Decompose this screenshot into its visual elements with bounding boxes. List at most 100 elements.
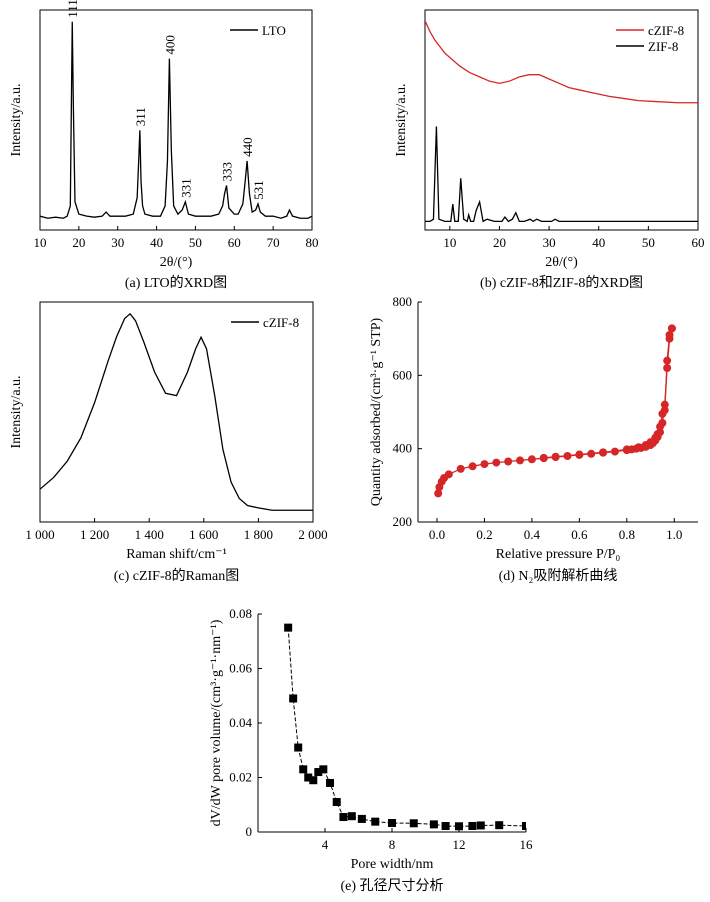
x-axis-label: 2θ/(°) xyxy=(160,255,193,270)
data-point xyxy=(441,822,450,831)
data-point xyxy=(326,778,335,787)
x-axis-label: Relative pressure P/P₀ xyxy=(496,547,621,562)
x-tick-label: 16 xyxy=(520,837,534,852)
data-point xyxy=(504,457,513,466)
data-point xyxy=(409,819,418,828)
y-axis-label: Intensity/a.u. xyxy=(9,375,24,448)
data-point xyxy=(495,821,504,830)
x-tick-label: 50 xyxy=(189,235,202,250)
series-s0 xyxy=(434,324,676,498)
x-tick-label: 30 xyxy=(111,235,124,250)
y-axis-label: dV/dW pore volume/(cm³·g⁻¹·nm⁻¹) xyxy=(209,619,224,826)
legend-label: ZIF-8 xyxy=(648,39,678,54)
series-line xyxy=(425,126,698,223)
series-LTO xyxy=(40,21,312,219)
data-point xyxy=(539,453,548,462)
series-line xyxy=(40,21,312,219)
series-line xyxy=(40,312,313,511)
panel-caption: (c) cZIF-8的Raman图 xyxy=(114,568,240,584)
plot-frame xyxy=(39,301,314,523)
peak-label: 311 xyxy=(133,107,148,126)
plot-frame xyxy=(424,9,699,231)
data-point xyxy=(294,743,303,752)
y-tick-label: 600 xyxy=(393,367,413,382)
y-tick-label: 0.06 xyxy=(229,661,252,676)
x-tick-label: 50 xyxy=(642,235,655,250)
series-s1 xyxy=(539,324,676,462)
series-s0 xyxy=(284,623,526,831)
x-tick-label: 60 xyxy=(228,235,241,250)
peak-label: 531 xyxy=(251,180,266,200)
data-point xyxy=(332,798,341,807)
y-tick-label: 0.08 xyxy=(229,606,252,621)
data-point xyxy=(339,813,348,822)
series-line xyxy=(425,20,698,104)
data-point xyxy=(309,776,318,785)
series-cZIF-8 xyxy=(40,312,313,511)
peak-label: 333 xyxy=(220,162,235,182)
peak-label: 440 xyxy=(240,137,255,157)
legend-label: LTO xyxy=(262,23,286,38)
x-tick-label: 0.6 xyxy=(571,527,588,542)
data-point xyxy=(667,324,676,333)
data-point xyxy=(622,445,631,454)
y-tick-label: 400 xyxy=(393,441,413,456)
data-point xyxy=(551,452,560,461)
data-point xyxy=(304,773,313,782)
data-point xyxy=(599,448,608,457)
series-ZIF-8 xyxy=(425,126,698,223)
x-tick-label: 80 xyxy=(306,235,319,250)
data-point xyxy=(357,814,366,823)
data-point xyxy=(575,450,584,459)
data-point xyxy=(476,821,485,830)
data-point xyxy=(522,822,526,831)
x-axis-label: Pore width/nm xyxy=(351,857,434,872)
x-axis-label: 2θ/(°) xyxy=(545,255,578,270)
panel-caption: (e) 孔径尺寸分析 xyxy=(340,878,443,894)
panel-caption: (d) N₂吸附解析曲线 xyxy=(499,568,618,584)
peak-label: 331 xyxy=(178,178,193,198)
x-tick-label: 0.2 xyxy=(476,527,492,542)
x-tick-label: 60 xyxy=(692,235,705,250)
data-point xyxy=(468,462,477,471)
x-tick-label: 20 xyxy=(72,235,85,250)
data-point xyxy=(480,460,489,469)
x-tick-label: 0.4 xyxy=(524,527,541,542)
x-axis-label: Raman shift/cm⁻¹ xyxy=(126,547,227,562)
x-tick-label: 4 xyxy=(322,837,329,852)
data-point xyxy=(289,694,298,703)
x-tick-label: 1 200 xyxy=(80,527,109,542)
data-point xyxy=(299,765,308,774)
x-tick-label: 1 400 xyxy=(135,527,164,542)
data-point xyxy=(388,819,396,828)
data-point xyxy=(456,464,465,473)
x-tick-label: 10 xyxy=(34,235,47,250)
chart-panel-d: 0.0 0.2 0.4 0.6 0.8 1.0 200 400 600 800 Relative p… xyxy=(369,294,698,584)
y-axis-label: Quantity adsorbed/(cm³·g⁻¹ STP) xyxy=(369,317,384,506)
x-tick-label: 20 xyxy=(493,235,506,250)
panel-caption: (b) cZIF-8和ZIF-8的XRD图 xyxy=(480,275,643,291)
data-point xyxy=(492,458,501,467)
chart-panel-e: 4 8 12 16 0 0.02 0.04 0.06 0.08 Pore width/nm dV/d… xyxy=(209,606,533,894)
series-line xyxy=(287,627,526,827)
legend-label: cZIF-8 xyxy=(648,23,684,38)
peak-label: 111 xyxy=(65,0,80,18)
data-point xyxy=(610,447,619,456)
data-point xyxy=(656,422,665,431)
plot-frame xyxy=(39,9,313,231)
x-tick-label: 1 800 xyxy=(244,527,273,542)
x-tick-label: 0.8 xyxy=(619,527,635,542)
x-tick-label: 40 xyxy=(592,235,605,250)
data-point xyxy=(658,409,667,418)
data-point xyxy=(455,822,463,831)
data-point xyxy=(665,331,674,339)
data-point xyxy=(319,765,328,774)
data-point xyxy=(634,443,643,452)
x-tick-label: 40 xyxy=(150,235,163,250)
y-tick-label: 800 xyxy=(393,294,413,309)
data-point xyxy=(641,441,650,449)
x-tick-label: 0.0 xyxy=(429,527,445,542)
x-tick-label: 8 xyxy=(389,837,396,852)
data-point xyxy=(429,820,438,829)
